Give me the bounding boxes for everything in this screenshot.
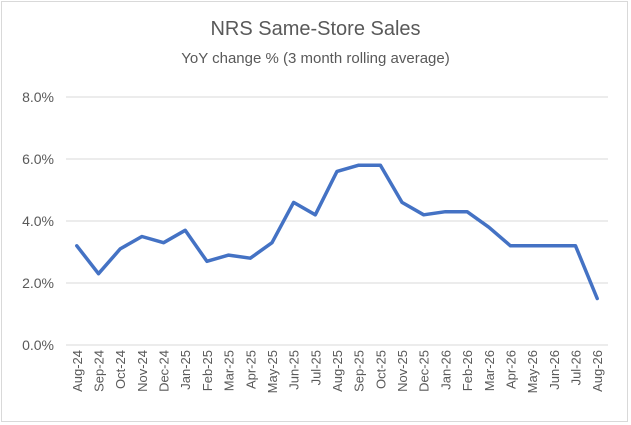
y-axis-ticks: 0.0% 2.0% 4.0% 6.0% 8.0% [22,89,54,353]
x-tick-label: Oct-25 [373,350,388,389]
x-tick-label: Jun-26 [547,350,562,390]
x-axis-ticks: Aug-24 Sep-24 Oct-24 Nov-24 Dec-24 Jan-25 Feb-… [70,350,605,393]
series-group [75,163,599,301]
x-tick-label: Nov-24 [135,350,150,392]
x-tick-label: Feb-26 [460,350,475,391]
x-tick-label: May-25 [265,350,280,393]
x-tick-label: Dec-25 [417,350,432,392]
x-tick-label: Mar-26 [482,350,497,391]
x-tick-label: Aug-24 [70,350,85,392]
x-tick-label: Oct-24 [113,350,128,389]
y-tick-label: 8.0% [22,89,54,105]
x-tick-label: Jan-26 [438,350,453,390]
x-tick-label: Jul-26 [568,350,583,385]
x-tick-label: Jan-25 [178,350,193,390]
y-tick-label: 2.0% [22,275,54,291]
y-tick-label: 0.0% [22,337,54,353]
x-tick-label: Dec-24 [157,350,172,392]
x-tick-label: Apr-25 [243,350,258,389]
x-tick-label: Sep-25 [352,350,367,392]
x-tick-label: Mar-25 [222,350,237,391]
x-tick-label: Jun-25 [287,350,302,390]
x-tick-label: Apr-26 [503,350,518,389]
x-tick-label: Aug-25 [330,350,345,392]
x-tick-label: Feb-25 [200,350,215,391]
gridlines [66,96,608,284]
series-line [75,163,599,301]
chart-subtitle: YoY change % (3 month rolling average) [181,50,450,67]
y-tick-label: 6.0% [22,151,54,167]
y-tick-label: 4.0% [22,213,54,229]
x-tick-label: Jul-25 [308,350,323,385]
x-tick-label: Sep-24 [92,350,107,392]
chart-title: NRS Same-Store Sales [210,18,421,40]
x-tick-label: May-26 [525,350,540,393]
x-tick-label: Nov-25 [395,350,410,392]
x-tick-label: Aug-26 [590,350,605,392]
